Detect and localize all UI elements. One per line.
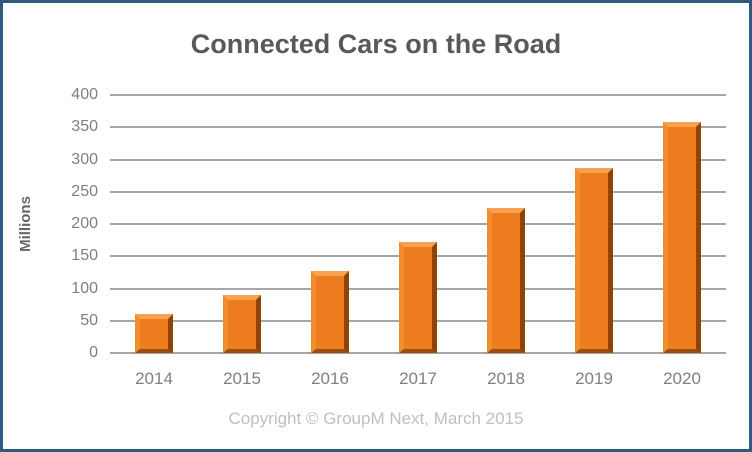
bar-2018: [487, 207, 525, 353]
plot-area: [110, 94, 726, 354]
x-axis-tick-label: 2018: [487, 369, 525, 388]
bar-2015: [223, 294, 261, 353]
y-axis-tick-label: 350: [71, 118, 98, 136]
bar-2019: [575, 167, 613, 353]
y-axis-tick-label: 300: [71, 150, 98, 168]
x-axis-tick-label: 2014: [135, 369, 173, 388]
bar-2017: [399, 242, 437, 353]
gridline: [110, 223, 726, 225]
y-axis-tick-label: 100: [71, 279, 98, 297]
y-axis-tick-label: 250: [71, 182, 98, 200]
gridline: [110, 94, 726, 96]
x-axis-tick-label: 2016: [311, 369, 349, 388]
chart-title: Connected Cars on the Road: [190, 29, 562, 59]
x-axis-tick-label: 2020: [663, 369, 701, 388]
y-axis-tick-label: 0: [89, 344, 98, 361]
gridline: [110, 126, 726, 129]
bar-2020: [663, 122, 701, 353]
gridline: [110, 352, 726, 354]
y-axis-tick-label: 50: [80, 311, 98, 329]
y-axis-tick-label: 400: [71, 86, 98, 103]
y-axis-title-label: Millions: [17, 196, 34, 252]
y-axis-tick-label: 150: [71, 247, 98, 265]
gridline: [110, 190, 726, 193]
x-axis-tick-label: 2019: [575, 369, 613, 388]
bar-2016: [311, 271, 349, 353]
x-axis-tick-label: 2015: [223, 369, 261, 388]
bar-2014: [134, 314, 173, 353]
y-axis-tick-label: 200: [71, 215, 98, 232]
x-axis-tick-label: 2017: [399, 369, 437, 388]
copyright-text: Copyright © GroupM Next, March 2015: [228, 409, 524, 428]
gridline: [110, 158, 726, 161]
